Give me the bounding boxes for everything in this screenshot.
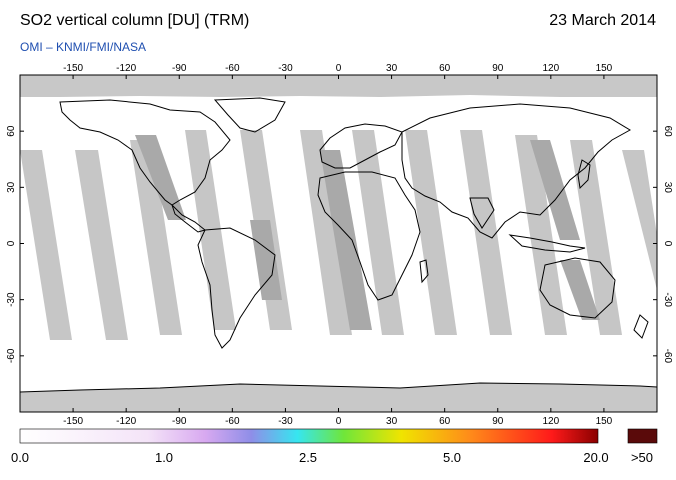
india-outline [469, 197, 495, 229]
lat-tick-label-right: -60 [662, 349, 673, 364]
lat-tick-label-left: 60 [6, 125, 17, 137]
japan-outline [577, 159, 591, 190]
swath [20, 150, 72, 340]
swath-dark [530, 140, 580, 240]
swath-dark [560, 260, 600, 320]
map-title: SO2 vertical column [DU] (TRM) [20, 12, 250, 29]
colorbar-label: 2.5 [298, 450, 318, 465]
north-america-outline [59, 99, 231, 206]
lon-tick-label-bottom: 120 [542, 416, 559, 427]
lon-tick-label-top: -30 [278, 63, 293, 74]
south-america-outline [197, 227, 276, 349]
australia-outline [539, 257, 616, 319]
lon-tick-label-bottom: 0 [336, 416, 342, 427]
lat-tick-label-right: 30 [662, 182, 673, 194]
lon-tick-label-top: 30 [386, 63, 398, 74]
lon-tick-label-top: -150 [63, 63, 83, 74]
colorbar [19, 428, 599, 444]
lat-tick-label-left: -60 [6, 348, 17, 363]
swath [300, 130, 352, 335]
colorbar-label: 1.0 [154, 450, 174, 465]
date-label: 23 March 2014 [549, 12, 656, 29]
coastlines [20, 97, 657, 393]
swath [352, 130, 404, 335]
colorbar-overflow-swatch [627, 428, 658, 444]
europe-outline [319, 123, 403, 169]
lat-tick-label-right: 60 [662, 126, 673, 138]
antarctica-outline [20, 382, 657, 393]
lon-tick-label-bottom: -120 [116, 416, 136, 427]
lon-tick-label-top: -120 [116, 63, 136, 74]
lon-tick-label-bottom: -150 [63, 416, 83, 427]
lon-tick-label-top: 150 [596, 63, 613, 74]
swath [515, 135, 567, 335]
source-credit: OMI – KNMI/FMI/NASA [20, 40, 147, 54]
lat-tick-label-left: 30 [6, 181, 17, 193]
lat-tick-label-right: 0 [662, 241, 673, 247]
lon-tick-label-bottom: -30 [278, 416, 293, 427]
lon-tick-label-top: -90 [172, 63, 187, 74]
lon-tick-label-bottom: 90 [492, 416, 504, 427]
colorbar-label: 0.0 [10, 450, 30, 465]
lon-tick-label-bottom: -60 [225, 416, 240, 427]
lat-tick-label-left: -30 [6, 292, 17, 307]
swath [460, 130, 512, 335]
indonesia-outline [508, 234, 586, 253]
central-america-outline [171, 204, 207, 233]
lon-tick-label-bottom: 150 [596, 416, 613, 427]
swath [405, 130, 457, 335]
lon-tick-label-top: 90 [492, 63, 504, 74]
madagascar-outline [419, 259, 429, 284]
greenland-outline [213, 97, 286, 133]
swath-dark [320, 150, 372, 330]
axis-ticks: -150 -150 -120 -120 -90 -90 -60 -60 -30 -30 0 0 30 30… [6, 63, 673, 427]
lon-tick-label-top: 120 [542, 63, 559, 74]
lon-tick-label-bottom: 60 [439, 416, 451, 427]
lon-tick-label-bottom: 30 [386, 416, 398, 427]
map-area [20, 75, 657, 412]
swath [622, 150, 657, 290]
africa-outline [317, 171, 421, 301]
swath [75, 150, 128, 340]
lat-tick-label-left: 0 [6, 240, 17, 246]
lon-tick-label-bottom: -90 [172, 416, 187, 427]
swath-dark [250, 220, 282, 300]
antarctic-no-data [20, 383, 657, 412]
lon-tick-label-top: 60 [439, 63, 451, 74]
swath [130, 140, 182, 335]
arctic-no-data [20, 75, 657, 97]
swath [570, 140, 622, 335]
colorbar-label: 5.0 [442, 450, 462, 465]
lat-tick-label-right: -30 [662, 292, 673, 307]
satellite-swaths [20, 130, 657, 340]
asia-outline [401, 103, 631, 239]
swath-dark [135, 135, 186, 220]
colorbar-label: 20.0 [583, 450, 609, 465]
new-zealand-outline [633, 314, 649, 339]
lon-tick-label-top: -60 [225, 63, 240, 74]
colorbar-overflow-label: >50 [630, 450, 654, 465]
lon-tick-label-top: 0 [336, 63, 342, 74]
